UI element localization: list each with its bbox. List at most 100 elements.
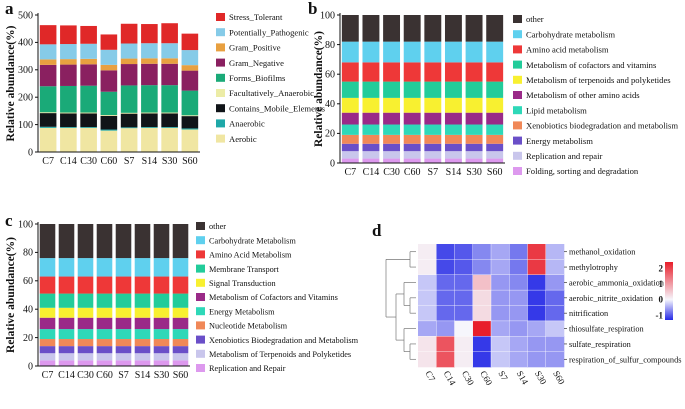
- bar-segment-forms-biofilms-s30: [161, 85, 178, 113]
- legend-swatch: [196, 335, 205, 344]
- bar-segment-metabolism-of-cofactors-and-vitamins-c14: [58, 317, 75, 330]
- colorbar-tick-label: 1: [659, 279, 664, 289]
- bar-segment-gram-positive-c60: [100, 64, 118, 71]
- bar-segment-energy-metabolism-c7: [39, 329, 56, 340]
- y-tick-label: 0: [28, 361, 33, 372]
- bar-segment-energy-metabolism-c30: [383, 143, 401, 152]
- legend-label: Amino acid metabolism: [526, 45, 609, 55]
- bar-segment-energy-metabolism-c60: [403, 143, 421, 152]
- bar-segment-forms-biofilms-s14: [141, 85, 158, 113]
- bar-segment-metabolism-of-other-amino-acids-s14: [444, 112, 462, 125]
- bar-segment-carbohydrate-metabolism-c60: [96, 258, 113, 277]
- legend-label: Replication and repair: [526, 151, 602, 161]
- bar-segment-metabolism-of-terpenoids-and-polyketides-s30: [153, 353, 170, 361]
- legend-swatch: [216, 28, 225, 37]
- bar-segment-carbohydrate-metabolism-s60: [486, 41, 504, 63]
- bar-segment-anaerobic-s14: [141, 127, 158, 128]
- bar-segment-energy-metabolism-s60: [172, 329, 189, 340]
- heatmap-cell: [418, 336, 437, 352]
- bar-segment-gram-positive-s30: [161, 58, 178, 64]
- bar-segment-forms-biofilms-c60: [100, 91, 118, 116]
- column-label: C60: [478, 369, 494, 387]
- bar-segment-facultatively-anaerobic-s60: [181, 115, 199, 117]
- heatmap-cell: [545, 259, 565, 276]
- y-tick-label: 0: [28, 147, 33, 158]
- column-label: C30: [460, 369, 476, 387]
- bar-segment-forms-biofilms-c7: [39, 86, 57, 113]
- bar-segment-folding-sorting-and-degradation-c60: [403, 158, 421, 163]
- bar-segment-replication-and-repair-c30: [383, 151, 401, 159]
- bar-segment-membrane-transport-c7: [39, 293, 56, 308]
- x-tick-label: S60: [487, 167, 503, 178]
- bar-segment-xenobiotics-biodegradation-and-metabolism-c30: [383, 134, 401, 144]
- heatmap-cell: [418, 244, 437, 260]
- x-tick-label: S30: [466, 167, 482, 178]
- bar-segment-aerobic-s30: [161, 127, 178, 152]
- x-tick-label: C7: [42, 156, 54, 167]
- bar-segment-anaerobic-s30: [161, 127, 178, 128]
- heatmap-cell: [418, 305, 437, 322]
- heatmap-cell: [491, 259, 510, 276]
- bar-segment-xenobiotics-biodegradation-and-metabolism-s60: [486, 134, 504, 144]
- legend-label: Folding, sorting and degradation: [526, 166, 639, 176]
- bar-segment-metabolism-of-cofactors-and-vitamins-s30: [153, 317, 170, 330]
- row-label: respiration_of_sulfur_compounds: [569, 355, 681, 364]
- bar-segment-stress-tolerant-c30: [80, 25, 97, 44]
- legend-swatch: [196, 321, 205, 330]
- legend-label: Gram_Negative: [229, 58, 284, 68]
- bar-segment-metabolism-of-cofactors-and-vitamins-s14: [134, 317, 151, 330]
- heatmap-cell: [436, 305, 455, 322]
- bar-segment-signal-transduction-s14: [134, 307, 151, 318]
- bar-segment-signal-transduction-s30: [153, 307, 170, 318]
- bar-segment-other-s7: [424, 15, 442, 42]
- legend-label: Xenobiotics biodegradation and metabolis…: [526, 121, 678, 131]
- bar-segment-xenobiotics-biodegradation-and-metabolism-c60: [403, 134, 421, 144]
- bar-segment-metabolism-of-terpenoids-and-polyketides-c60: [96, 353, 113, 361]
- legend-label: other: [209, 222, 226, 231]
- bar-segment-metabolism-of-cofactors-and-vitamins-c7: [39, 317, 56, 330]
- heatmap-cell: [436, 290, 455, 306]
- colorbar: [665, 262, 673, 320]
- legend-label: Energy Metabolism: [209, 307, 275, 316]
- bar-segment-contains-mobile-elements-c60: [100, 115, 118, 130]
- row-label: aerobic_nitrite_oxidation: [569, 294, 654, 303]
- bar-segment-replication-and-repair-c7: [341, 151, 359, 159]
- bar-segment-other-s60: [486, 15, 504, 42]
- bar-segment-metabolism-of-cofactors-and-vitamins-s7: [424, 81, 442, 98]
- heatmap-cell: [418, 320, 437, 337]
- heatmap-cell: [527, 274, 547, 291]
- bar-segment-contains-mobile-elements-s14: [141, 113, 158, 128]
- bar-segment-folding-sorting-and-degradation-s7: [424, 158, 442, 163]
- legend-swatch: [216, 13, 225, 21]
- heatmap-cell: [545, 320, 565, 337]
- heatmap-cell: [509, 259, 528, 276]
- x-tick-label: S30: [162, 156, 178, 167]
- panel-label: a: [5, 0, 14, 18]
- bar-segment-carbohydrate-metabolism-s30: [153, 258, 170, 277]
- legend-label: Metabolism of Terpenoids and Polyketides: [209, 350, 351, 359]
- bar-segment-xenobiotics-biodegradation-and-metabolism-c7: [341, 134, 359, 144]
- bar-segment-aerobic-c60: [100, 130, 118, 152]
- bar-segment-nucleotide-metabolism-s30: [153, 339, 170, 347]
- bar-segment-folding-sorting-and-degradation-s30: [465, 158, 483, 163]
- column-label: S7: [496, 369, 510, 383]
- bar-segment-carbohydrate-metabolism-c60: [403, 41, 421, 63]
- bar-segment-nucleotide-metabolism-s14: [134, 339, 151, 347]
- legend-swatch: [513, 121, 522, 130]
- bar-segment-lipid-metabolism-s7: [424, 124, 442, 135]
- bar-segment-aerobic-s60: [181, 129, 199, 152]
- bar-segment-potentially-pathogenic-c60: [100, 49, 118, 65]
- panel-label: c: [5, 211, 13, 230]
- bar-segment-signal-transduction-c60: [96, 307, 113, 318]
- legend-label: Replication and Repair: [209, 364, 286, 373]
- heatmap-cell: [527, 351, 547, 368]
- bar-segment-xenobiotics-biodegradation-and-metabolism-s14: [444, 134, 462, 144]
- heatmap-cell: [454, 259, 474, 276]
- bar-segment-metabolism-of-terpenoids-and-polyketides-c14: [362, 97, 380, 113]
- bar-segment-metabolism-of-terpenoids-and-polyketides-c7: [341, 97, 359, 113]
- heatmap-cell: [545, 336, 565, 352]
- bar-segment-gram-positive-s14: [141, 58, 158, 64]
- bar-segment-xenobiotics-biodegradation-and-metabolism-s7: [115, 346, 132, 354]
- bar-segment-forms-biofilms-c30: [80, 85, 97, 113]
- legend-swatch: [513, 106, 522, 115]
